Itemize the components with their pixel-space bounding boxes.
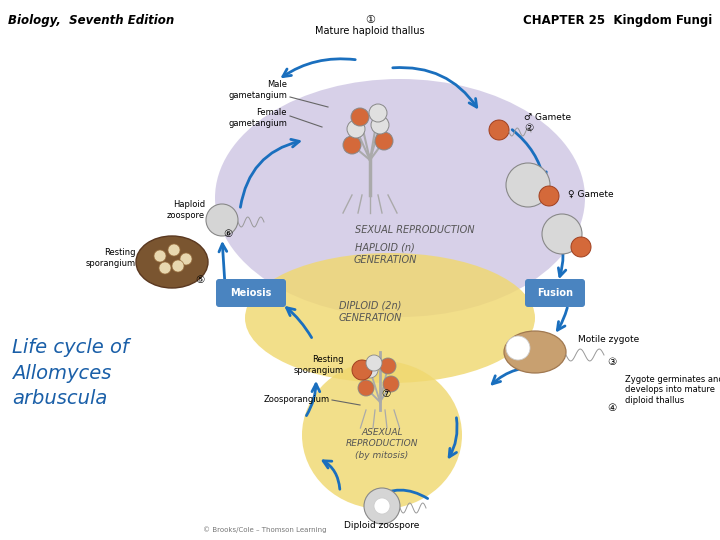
Circle shape [571, 237, 591, 257]
Circle shape [374, 498, 390, 514]
Text: HAPLOID (n)
GENERATION: HAPLOID (n) GENERATION [354, 243, 417, 265]
Circle shape [506, 336, 530, 360]
Text: ②: ② [524, 123, 534, 133]
Text: Biology,  Seventh Edition: Biology, Seventh Edition [8, 14, 174, 27]
Text: ⑤: ⑤ [195, 275, 204, 285]
Circle shape [362, 362, 378, 378]
Circle shape [159, 262, 171, 274]
Text: DIPLOID (2n)
GENERATION: DIPLOID (2n) GENERATION [338, 301, 402, 323]
Text: Life cycle of
Allomyces
arbuscula: Life cycle of Allomyces arbuscula [12, 338, 129, 408]
Circle shape [542, 214, 582, 254]
Text: Haploid
zoospore: Haploid zoospore [167, 200, 205, 220]
Circle shape [343, 136, 361, 154]
Circle shape [506, 163, 550, 207]
Text: Motile zygote: Motile zygote [578, 335, 639, 345]
Text: Resting
sporangium: Resting sporangium [294, 355, 344, 375]
Text: ③: ③ [608, 357, 616, 367]
Text: Female
gametangium: Female gametangium [228, 109, 287, 127]
Text: Fusion: Fusion [537, 288, 573, 298]
Circle shape [154, 250, 166, 262]
Ellipse shape [215, 79, 585, 317]
Text: SEXUAL REPRODUCTION: SEXUAL REPRODUCTION [355, 225, 474, 235]
Circle shape [539, 186, 559, 206]
Circle shape [358, 380, 374, 396]
Circle shape [383, 376, 399, 392]
Text: Diploid zoospore: Diploid zoospore [344, 521, 420, 530]
Circle shape [371, 116, 389, 134]
Text: Zygote germinates and
develops into mature
diploid thallus: Zygote germinates and develops into matu… [625, 375, 720, 405]
Circle shape [347, 120, 365, 138]
Text: ④: ④ [608, 403, 616, 413]
Circle shape [489, 120, 509, 140]
Text: CHAPTER 25  Kingdom Fungi: CHAPTER 25 Kingdom Fungi [523, 14, 712, 27]
Text: ♀ Gamete: ♀ Gamete [568, 190, 613, 199]
Ellipse shape [504, 331, 566, 373]
Text: Male
gametangium: Male gametangium [228, 80, 287, 100]
Circle shape [366, 355, 382, 371]
Text: Resting
sporangium: Resting sporangium [86, 248, 136, 268]
Text: ♂ Gamete: ♂ Gamete [524, 113, 571, 123]
Text: ⑦: ⑦ [382, 389, 391, 399]
Circle shape [380, 358, 396, 374]
Text: ①: ① [365, 15, 375, 25]
Text: ⑥: ⑥ [223, 229, 233, 239]
FancyBboxPatch shape [216, 279, 286, 307]
Ellipse shape [302, 361, 462, 509]
Text: Meiosis: Meiosis [230, 288, 271, 298]
Circle shape [375, 132, 393, 150]
Circle shape [364, 488, 400, 524]
Circle shape [352, 360, 372, 380]
Circle shape [206, 204, 238, 236]
Circle shape [180, 253, 192, 265]
Ellipse shape [245, 253, 535, 383]
Text: Mature haploid thallus: Mature haploid thallus [315, 26, 425, 36]
Circle shape [351, 108, 369, 126]
Text: © Brooks/Cole – Thomson Learning: © Brooks/Cole – Thomson Learning [203, 526, 327, 534]
Text: ASEXUAL
REPRODUCTION
(by mitosis): ASEXUAL REPRODUCTION (by mitosis) [346, 428, 418, 460]
Text: Zoosporangium: Zoosporangium [264, 395, 330, 404]
Circle shape [369, 104, 387, 122]
Ellipse shape [136, 236, 208, 288]
FancyBboxPatch shape [525, 279, 585, 307]
Circle shape [168, 244, 180, 256]
Circle shape [172, 260, 184, 272]
